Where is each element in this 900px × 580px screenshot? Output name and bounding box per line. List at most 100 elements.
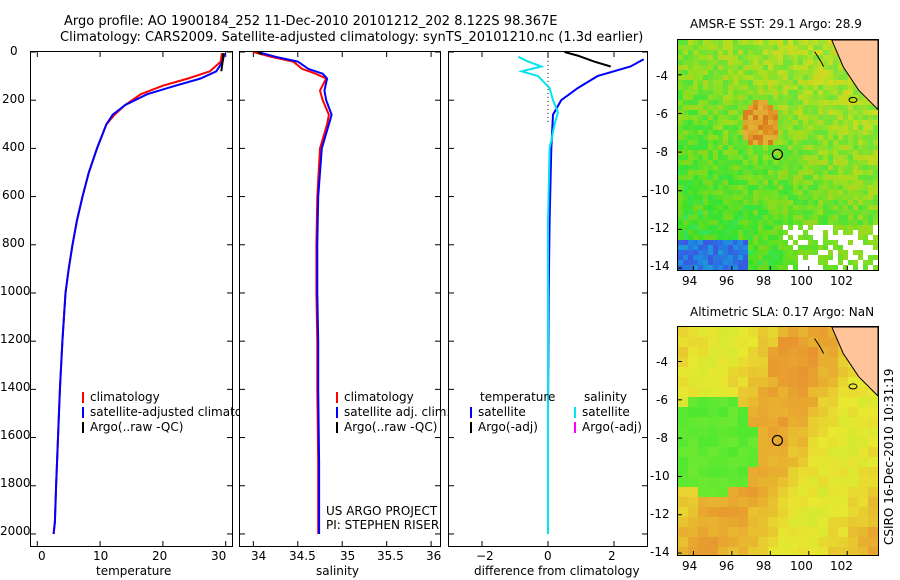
heatmap-cell xyxy=(828,347,838,357)
heatmap-cell xyxy=(788,110,793,115)
heatmap-cell xyxy=(773,130,778,135)
heatmap-cell xyxy=(688,70,693,75)
heatmap-cell xyxy=(743,185,748,190)
heatmap-cell xyxy=(683,60,688,65)
heatmap-cell xyxy=(823,235,828,240)
heatmap-cell xyxy=(763,235,768,240)
heatmap-cell xyxy=(678,220,683,225)
heatmap-cell xyxy=(823,140,828,145)
heatmap-cell xyxy=(803,45,808,50)
heatmap-cell xyxy=(748,347,758,357)
heatmap-cell xyxy=(748,175,753,180)
heatmap-cell xyxy=(803,70,808,75)
heatmap-cell xyxy=(858,235,863,240)
heatmap-cell xyxy=(758,180,763,185)
heatmap-cell xyxy=(788,517,798,527)
heatmap-cell xyxy=(773,165,778,170)
heatmap-cell xyxy=(708,50,713,55)
ytick-label: -14 xyxy=(650,259,670,273)
heatmap-cell xyxy=(713,85,718,90)
heatmap-cell xyxy=(763,55,768,60)
heatmap-cell xyxy=(753,50,758,55)
heatmap-cell xyxy=(733,235,738,240)
heatmap-cell xyxy=(703,50,708,55)
heatmap-cell xyxy=(813,105,818,110)
heatmap-cell xyxy=(698,95,703,100)
heatmap-cell xyxy=(693,45,698,50)
heatmap-cell xyxy=(738,537,748,547)
heatmap-cell xyxy=(713,255,718,260)
legend-header: salinity xyxy=(584,390,628,404)
heatmap-cell xyxy=(758,200,763,205)
heatmap-cell xyxy=(783,90,788,95)
heatmap-cell xyxy=(823,255,828,260)
heatmap-cell xyxy=(833,240,838,245)
heatmap-cell xyxy=(698,357,708,367)
heatmap-cell xyxy=(678,110,683,115)
heatmap-cell xyxy=(848,527,858,537)
heatmap-cell xyxy=(798,145,803,150)
heatmap-cell xyxy=(678,210,683,215)
heatmap-cell xyxy=(788,235,793,240)
footer-wrapper: CSIRO 16-Dec-2010 10:31:19 xyxy=(882,368,900,565)
heatmap-cell xyxy=(753,215,758,220)
heatmap-cell xyxy=(788,387,798,397)
heatmap-cell xyxy=(783,180,788,185)
heatmap-cell xyxy=(718,55,723,60)
heatmap-cell xyxy=(793,115,798,120)
heatmap-cell xyxy=(718,160,723,165)
heatmap-cell xyxy=(873,265,878,270)
heatmap-cell xyxy=(713,190,718,195)
heatmap-cell xyxy=(738,100,743,105)
heatmap-cell xyxy=(808,240,813,245)
heatmap-cell xyxy=(748,487,758,497)
heatmap-cell xyxy=(808,45,813,50)
heatmap-cell xyxy=(698,437,708,447)
heatmap-cell xyxy=(678,327,688,337)
heatmap-cell xyxy=(688,367,698,377)
heatmap-cell xyxy=(713,150,718,155)
heatmap-cell xyxy=(758,170,763,175)
heatmap-cell xyxy=(858,190,863,195)
heatmap-cell xyxy=(808,200,813,205)
heatmap-cell xyxy=(753,70,758,75)
sla-map-canvas xyxy=(678,327,878,555)
heatmap-cell xyxy=(728,225,733,230)
heatmap-cell xyxy=(768,90,773,95)
heatmap-cell xyxy=(758,130,763,135)
heatmap-cell xyxy=(718,180,723,185)
heatmap-cell xyxy=(688,477,698,487)
heatmap-cell xyxy=(698,175,703,180)
heatmap-cell xyxy=(838,85,843,90)
heatmap-cell xyxy=(788,407,798,417)
heatmap-cell xyxy=(853,140,858,145)
temperature-axes xyxy=(30,51,233,547)
heatmap-cell xyxy=(828,357,838,367)
xtick-label: 35 xyxy=(340,549,356,563)
heatmap-cell xyxy=(773,245,778,250)
heatmap-cell xyxy=(858,200,863,205)
heatmap-cell xyxy=(773,80,778,85)
heatmap-cell xyxy=(833,235,838,240)
heatmap-cell xyxy=(778,437,788,447)
heatmap-cell xyxy=(833,185,838,190)
heatmap-cell xyxy=(818,190,823,195)
ytick-label: -4 xyxy=(656,355,668,369)
heatmap-cell xyxy=(683,95,688,100)
heatmap-cell xyxy=(763,120,768,125)
heatmap-cell xyxy=(693,240,698,245)
heatmap-cell xyxy=(693,115,698,120)
heatmap-cell xyxy=(863,115,868,120)
heatmap-cell xyxy=(763,75,768,80)
heatmap-cell xyxy=(743,130,748,135)
heatmap-cell xyxy=(793,225,798,230)
heatmap-cell xyxy=(758,427,768,437)
heatmap-cell xyxy=(843,235,848,240)
xtick-label: −2 xyxy=(476,549,494,563)
heatmap-cell xyxy=(698,215,703,220)
heatmap-cell xyxy=(808,427,818,437)
heatmap-cell xyxy=(803,110,808,115)
legend-label: satellite xyxy=(478,405,526,419)
heatmap-cell xyxy=(718,527,728,537)
heatmap-cell xyxy=(848,130,853,135)
